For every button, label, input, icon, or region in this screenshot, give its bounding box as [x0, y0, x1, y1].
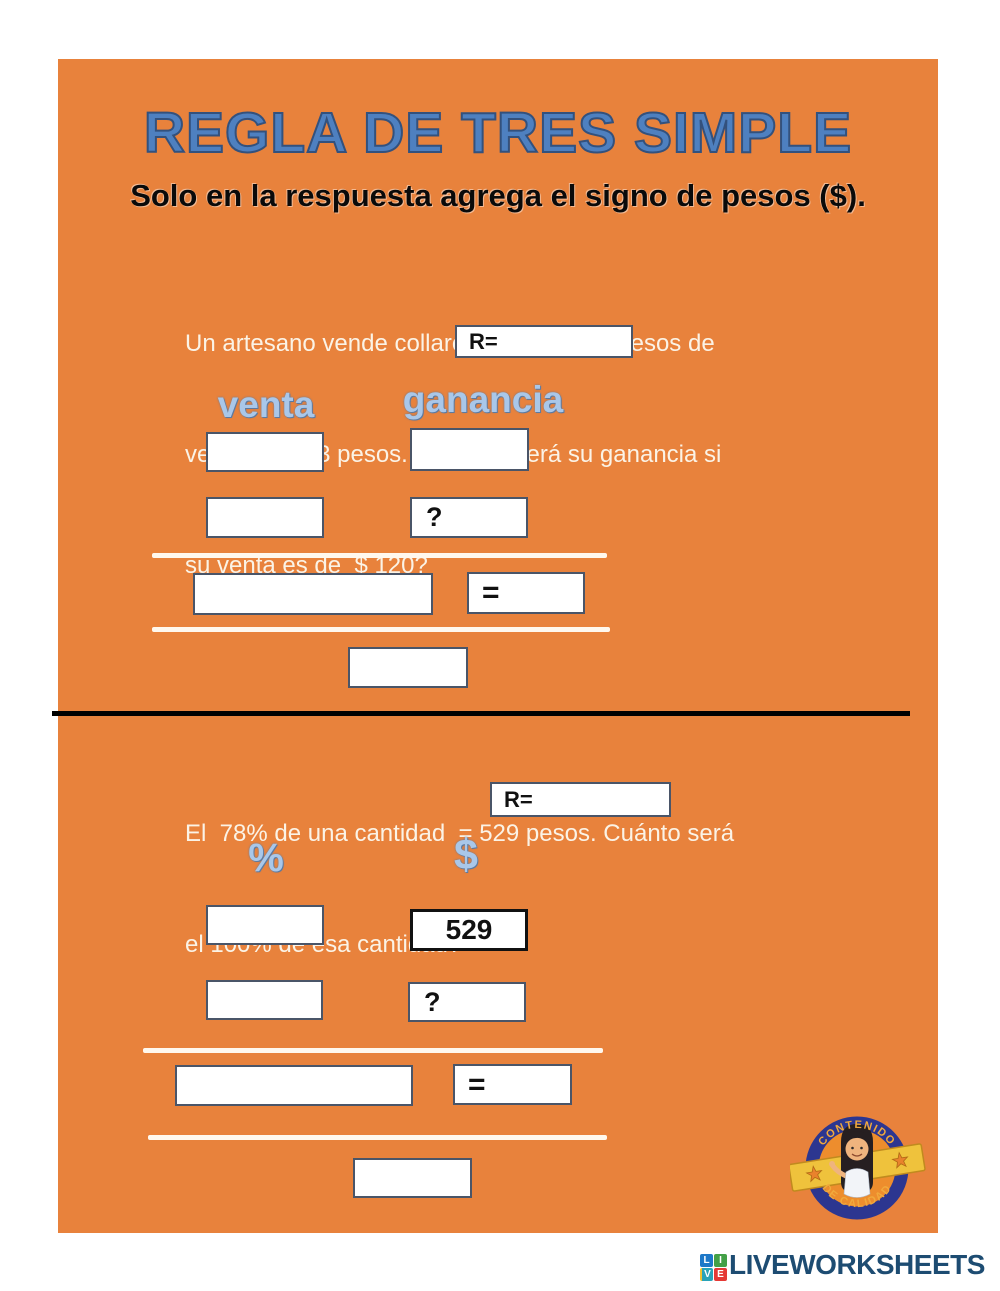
problem2-dollar-row2-unknown: ?	[408, 982, 526, 1022]
problem1-question-mark: ?	[426, 502, 443, 532]
quality-badge-icon: CONTENIDO DE CALIDAD	[788, 1116, 926, 1220]
problem1-ganancia-row1-input[interactable]	[410, 428, 529, 471]
problem1-result-input[interactable]	[348, 647, 468, 688]
problem1-answer-input[interactable]: R=	[455, 325, 633, 358]
logo-square-E: E	[714, 1268, 727, 1281]
problem1-column1-header: venta	[217, 384, 315, 425]
problem2-pct-row2-input[interactable]	[206, 980, 323, 1020]
logo-square-V: V	[700, 1268, 713, 1281]
problem2-operation-input[interactable]	[175, 1065, 413, 1106]
problem1-answer-label: R=	[469, 328, 498, 354]
liveworksheets-wordmark[interactable]: LIVEWORKSHEETS	[729, 1249, 985, 1280]
problem2-answer-label: R=	[504, 786, 533, 812]
problem2-question-mark: ?	[424, 986, 441, 1017]
problem1-fraction-bar-bottom	[152, 627, 610, 632]
problem1-venta-row2-input[interactable]	[206, 497, 324, 538]
problem2-answer-input[interactable]: R=	[490, 782, 671, 817]
problem1-ganancia-row2-unknown: ?	[410, 497, 528, 538]
problem2-column1-header: %	[248, 836, 284, 880]
problem1-venta-row1-input[interactable]	[206, 432, 324, 472]
page-title: REGLA DE TRES SIMPLE	[143, 100, 853, 166]
problem2-fraction-bar-top	[143, 1048, 603, 1053]
problem1-column2-header: ganancia	[402, 379, 564, 420]
problem1-operation-input[interactable]	[193, 573, 433, 615]
problem2-known-value-box: 529	[410, 909, 528, 951]
logo-square-I: I	[714, 1254, 727, 1267]
problem1-equals-input[interactable]: =	[467, 572, 585, 614]
orange-worksheet-sheet	[58, 59, 938, 1233]
problem1-line1: Un artesano vende collares, por cada 5 p…	[185, 330, 715, 357]
problem1-fraction-bar-top	[152, 553, 607, 558]
problem2-equals-sign: =	[468, 1067, 486, 1101]
problem2-line1: El 78% de una cantidad = 529 pesos. Cuán…	[185, 820, 735, 847]
problem2-column2-header: $	[454, 831, 478, 879]
problem2-fraction-bar-bottom	[148, 1135, 607, 1140]
problem2-result-input[interactable]	[353, 1158, 472, 1198]
problem2-equals-input[interactable]: =	[453, 1064, 572, 1105]
page-subtitle: Solo en la respuesta agrega el signo de …	[130, 178, 866, 213]
problem2-known-value: 529	[445, 914, 493, 945]
logo-square-L: L	[700, 1254, 713, 1267]
quality-badge: CONTENIDO DE CALIDAD	[788, 1110, 926, 1228]
section-divider-line	[52, 711, 910, 716]
problem2-pct-row1-input[interactable]	[206, 905, 324, 945]
problem1-equals-sign: =	[482, 576, 500, 609]
